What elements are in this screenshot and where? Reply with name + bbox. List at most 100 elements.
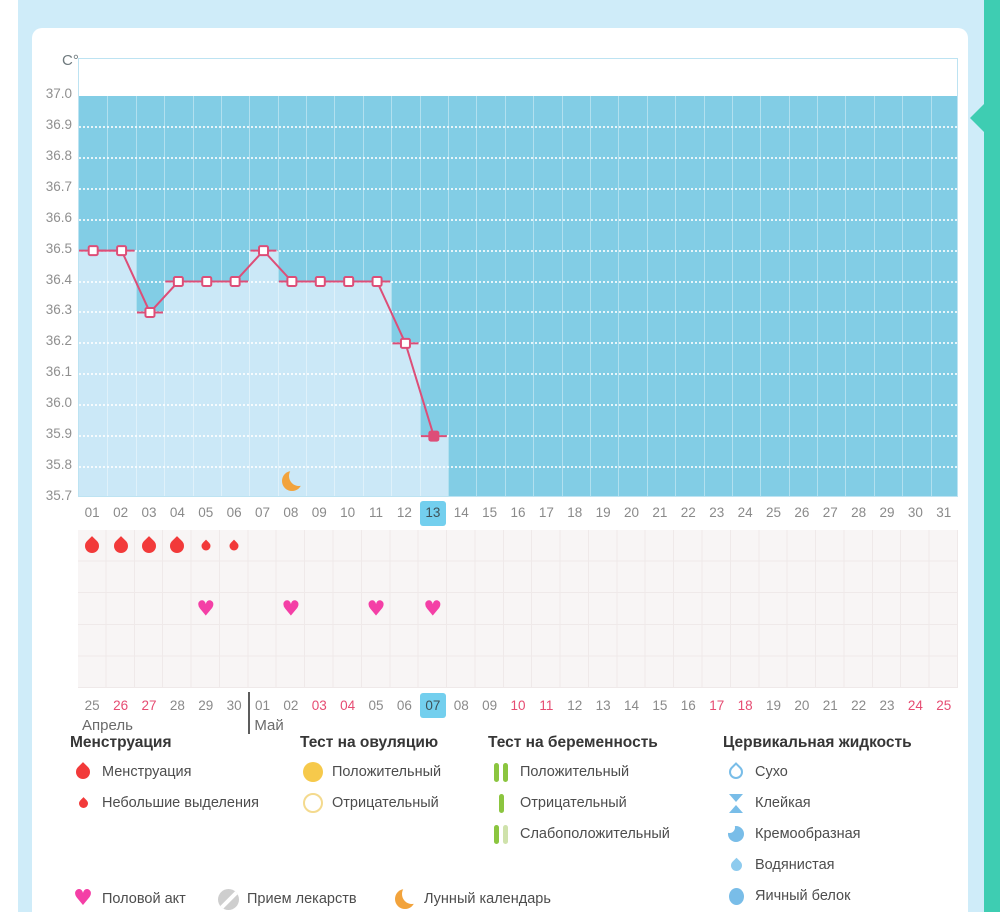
cycle-day-label[interactable]: 18 [567,505,583,520]
date-label[interactable]: 26 [113,698,129,713]
date-label[interactable]: 19 [765,698,781,713]
date-label[interactable]: 09 [482,698,498,713]
current-day-highlight [419,501,447,526]
medication-pill-icon [215,888,241,910]
temperature-marker [172,276,184,288]
cycle-day-label[interactable]: 02 [113,505,129,520]
pregnancy-negative-bar-icon [488,793,514,813]
day-column-separator [107,96,109,496]
y-tick-label: 36.1 [45,364,72,380]
collapse-arrow-icon[interactable] [970,104,984,132]
cycle-day-label[interactable]: 16 [510,505,526,520]
date-label[interactable]: 17 [709,698,725,713]
cycle-day-label[interactable]: 04 [169,505,185,520]
date-label[interactable]: 11 [539,698,554,713]
cycle-day-label[interactable]: 12 [396,505,412,520]
date-label[interactable]: 15 [652,698,668,713]
date-label[interactable]: 22 [851,698,867,713]
cycle-day-label[interactable]: 07 [255,505,271,520]
date-label[interactable]: 08 [453,698,469,713]
temperature-marker [144,306,156,318]
date-label[interactable]: 30 [226,698,242,713]
cycle-day-label[interactable]: 23 [709,505,725,520]
date-label[interactable]: 14 [624,698,640,713]
date-label[interactable]: 12 [567,698,583,713]
y-tick-label: 36.7 [45,178,72,194]
cycle-day-label[interactable]: 21 [652,505,668,520]
cycle-day-label[interactable]: 29 [879,505,895,520]
legend-item: Отрицательный [300,792,441,814]
menstruation-drop-icon [110,536,131,556]
date-label[interactable]: 21 [822,698,838,713]
spotting-drop-icon [227,539,241,553]
legend-item-label: Лунный календарь [424,891,551,907]
cycle-day-label[interactable]: 24 [737,505,753,520]
cycle-day-label[interactable]: 03 [141,505,157,520]
date-label[interactable]: 01 [255,698,271,713]
temperature-marker [258,245,270,257]
temperature-day-bar [306,281,335,496]
date-label[interactable]: 13 [595,698,611,713]
date-label[interactable]: 04 [340,698,356,713]
date-label[interactable]: 23 [879,698,895,713]
cycle-day-label[interactable]: 27 [822,505,838,520]
month-label: Апрель [82,717,133,734]
temperature-marker [428,430,440,442]
date-label[interactable]: 20 [794,698,810,713]
legend-extra-item: ♥ Половой акт [70,888,186,919]
legend-item-label: Клейкая [755,795,811,811]
day-column-separator [249,96,251,496]
cycle-day-label[interactable]: 17 [538,505,554,520]
menstruation-drop-icon [167,536,188,556]
date-label[interactable]: 03 [311,698,327,713]
month-divider [248,692,251,734]
legend-item-label: Положительный [332,764,442,780]
cycle-day-label[interactable]: 05 [198,505,214,520]
cycle-day-label[interactable]: 01 [84,505,100,520]
temperature-day-bar [391,343,420,496]
cycle-day-label[interactable]: 25 [765,505,781,520]
gridline [79,435,957,438]
date-label[interactable]: 18 [737,698,753,713]
cycle-day-label[interactable]: 31 [936,505,952,520]
cycle-day-label[interactable]: 19 [595,505,611,520]
legend-item-label: Водянистая [755,857,835,873]
cycle-day-label[interactable]: 14 [453,505,469,520]
date-label[interactable]: 25 [936,698,952,713]
day-column-separator [845,96,847,496]
cycle-day-label[interactable]: 08 [283,505,299,520]
date-label[interactable]: 25 [84,698,100,713]
menstruation-drop-icon [82,536,103,556]
cycle-day-label[interactable]: 26 [794,505,810,520]
cycle-day-label[interactable]: 20 [624,505,640,520]
cycle-day-label[interactable]: 28 [851,505,867,520]
date-label[interactable]: 10 [510,698,526,713]
legend-item-label: Сухо [755,764,788,780]
gridline [79,249,957,252]
cycle-day-label[interactable]: 06 [226,505,242,520]
date-label[interactable]: 27 [141,698,157,713]
date-label[interactable]: 29 [198,698,214,713]
legend-group: Тест на овуляцию Положительный Отрицательн… [300,734,441,823]
day-column-separator [817,96,819,496]
date-label[interactable]: 06 [396,698,412,713]
date-label[interactable]: 28 [169,698,185,713]
date-label[interactable]: 07 [425,698,441,713]
date-label[interactable]: 02 [283,698,299,713]
intercourse-heart-icon: ♥ [366,596,386,621]
day-column-separator [533,96,535,496]
date-label[interactable]: 16 [680,698,696,713]
date-label[interactable]: 05 [368,698,384,713]
cycle-day-label[interactable]: 13 [425,505,441,520]
legend-item-label: Кремообразная [755,826,861,842]
date-label[interactable]: 24 [907,698,923,713]
side-panel-bar[interactable] [984,0,1000,912]
cycle-day-label[interactable]: 09 [311,505,327,520]
legend-item: Менструация [70,761,259,783]
cycle-day-label[interactable]: 11 [369,505,384,520]
cycle-day-label[interactable]: 22 [680,505,696,520]
cycle-day-label[interactable]: 30 [907,505,923,520]
cycle-day-label[interactable]: 15 [482,505,498,520]
y-tick-label: 36.8 [45,147,72,163]
cycle-day-label[interactable]: 10 [340,505,356,520]
